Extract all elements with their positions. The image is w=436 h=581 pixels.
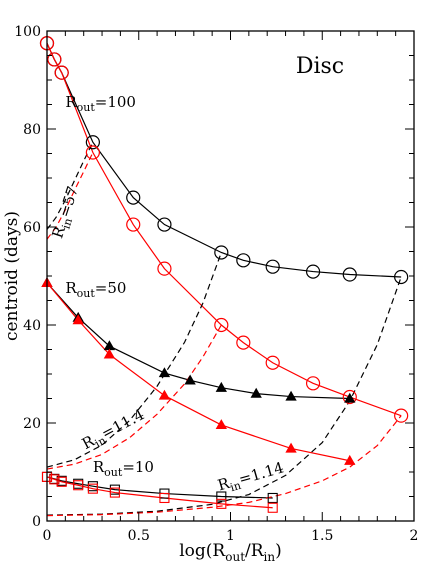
annotation-sub: in xyxy=(229,479,243,494)
data-point xyxy=(236,335,251,350)
data-point xyxy=(394,408,409,423)
series-line-rin-11-4-red xyxy=(47,324,222,470)
series-line-rout-50-black xyxy=(47,282,350,400)
annotation-rout10: Rout=10 xyxy=(93,458,154,479)
data-point xyxy=(265,259,280,274)
data-point xyxy=(285,442,297,453)
marker-layer xyxy=(39,36,409,513)
x-tick-label: 0.5 xyxy=(128,528,150,544)
data-point xyxy=(214,317,229,333)
series-line-rout-50-red xyxy=(47,282,350,462)
data-point xyxy=(344,454,356,465)
data-point xyxy=(109,487,120,498)
x-tick-label: 2 xyxy=(410,528,419,544)
y-tick-label: 0 xyxy=(32,514,41,530)
annotation-value: =10 xyxy=(122,458,154,476)
annotation-sub: out xyxy=(77,287,96,300)
data-point xyxy=(265,355,280,370)
data-point xyxy=(215,381,227,392)
data-point xyxy=(87,483,98,494)
data-point xyxy=(267,492,278,504)
data-point xyxy=(47,52,62,67)
data-point xyxy=(285,390,297,401)
x-axis-title-sub2: in xyxy=(264,550,276,564)
annotation-rout100: Rout=100 xyxy=(65,93,136,114)
annotation-rin114b: Rin=1.14 xyxy=(216,458,287,497)
x-axis-title-suffix: ) xyxy=(275,541,282,561)
x-axis-title-sub1: out xyxy=(225,550,245,564)
annotation-value: =1.14 xyxy=(237,458,286,488)
data-point xyxy=(267,502,278,513)
data-point xyxy=(184,374,196,385)
annotation-base: R xyxy=(93,458,105,476)
chart-title: Disc xyxy=(296,54,344,79)
data-point xyxy=(126,190,141,205)
annotation-base: R xyxy=(65,93,77,111)
annotation-value: =100 xyxy=(95,93,136,111)
annotation-sub: out xyxy=(104,466,123,479)
annotation-sub: out xyxy=(77,101,96,114)
data-point xyxy=(157,261,172,276)
data-point xyxy=(158,367,171,378)
data-point xyxy=(214,245,229,260)
data-point xyxy=(158,389,171,400)
annotation-sub: in xyxy=(59,217,75,231)
data-point xyxy=(85,145,100,160)
x-tick-label: 0 xyxy=(43,528,52,544)
y-tick-label: 60 xyxy=(23,220,41,236)
data-point xyxy=(103,348,116,359)
data-point xyxy=(250,387,262,398)
series-line-rout-100-black xyxy=(47,43,402,278)
data-point xyxy=(85,135,100,150)
x-axis-title: log(Rout/Rin) xyxy=(179,541,282,564)
tick-layer xyxy=(46,30,415,522)
x-tick-label: 1.5 xyxy=(311,528,333,544)
annotation-rin57: Rin=57 xyxy=(48,184,85,241)
data-point xyxy=(49,474,60,485)
y-tick-label: 80 xyxy=(23,122,41,138)
data-point xyxy=(342,267,357,282)
data-point xyxy=(394,269,409,285)
x-tick-label: 1 xyxy=(226,528,235,544)
series-line-rin-57-black xyxy=(47,141,94,230)
data-point xyxy=(157,217,172,232)
data-point xyxy=(72,314,84,325)
data-point xyxy=(54,65,69,80)
series-line-rin-11-4-black xyxy=(47,252,222,468)
x-axis-title-mid: /R xyxy=(245,541,265,561)
data-point xyxy=(215,419,227,430)
y-axis-title: centroid (days) xyxy=(2,211,22,341)
annotation-value: =11.4 xyxy=(98,405,147,442)
annotation-base: R xyxy=(65,279,77,297)
annotation-value: =57 xyxy=(55,184,82,220)
x-axis-title-prefix: log(R xyxy=(179,541,226,561)
annotation-value: =50 xyxy=(95,279,127,297)
data-point xyxy=(56,476,67,487)
data-point xyxy=(342,389,357,405)
data-point xyxy=(216,491,227,502)
data-point xyxy=(305,264,321,279)
data-point xyxy=(216,498,227,509)
label-layer: 0 0.5 1 1.5 2020406080100Rout=100Rout=50Rout… xyxy=(14,24,418,544)
annotation-rout50: Rout=50 xyxy=(65,279,126,300)
series-line-rin-57-red xyxy=(47,152,94,240)
series-line-rin-1-14-black xyxy=(47,276,402,516)
data-point xyxy=(305,376,321,391)
series-line-rin-1-14-red xyxy=(47,415,402,517)
data-point xyxy=(344,392,356,403)
y-tick-label: 100 xyxy=(14,24,41,40)
data-point xyxy=(126,217,141,232)
y-tick-label: 20 xyxy=(23,416,41,432)
data-point xyxy=(159,492,170,504)
y-tick-label: 40 xyxy=(23,318,41,334)
data-point xyxy=(236,253,251,268)
data-point xyxy=(73,480,84,491)
